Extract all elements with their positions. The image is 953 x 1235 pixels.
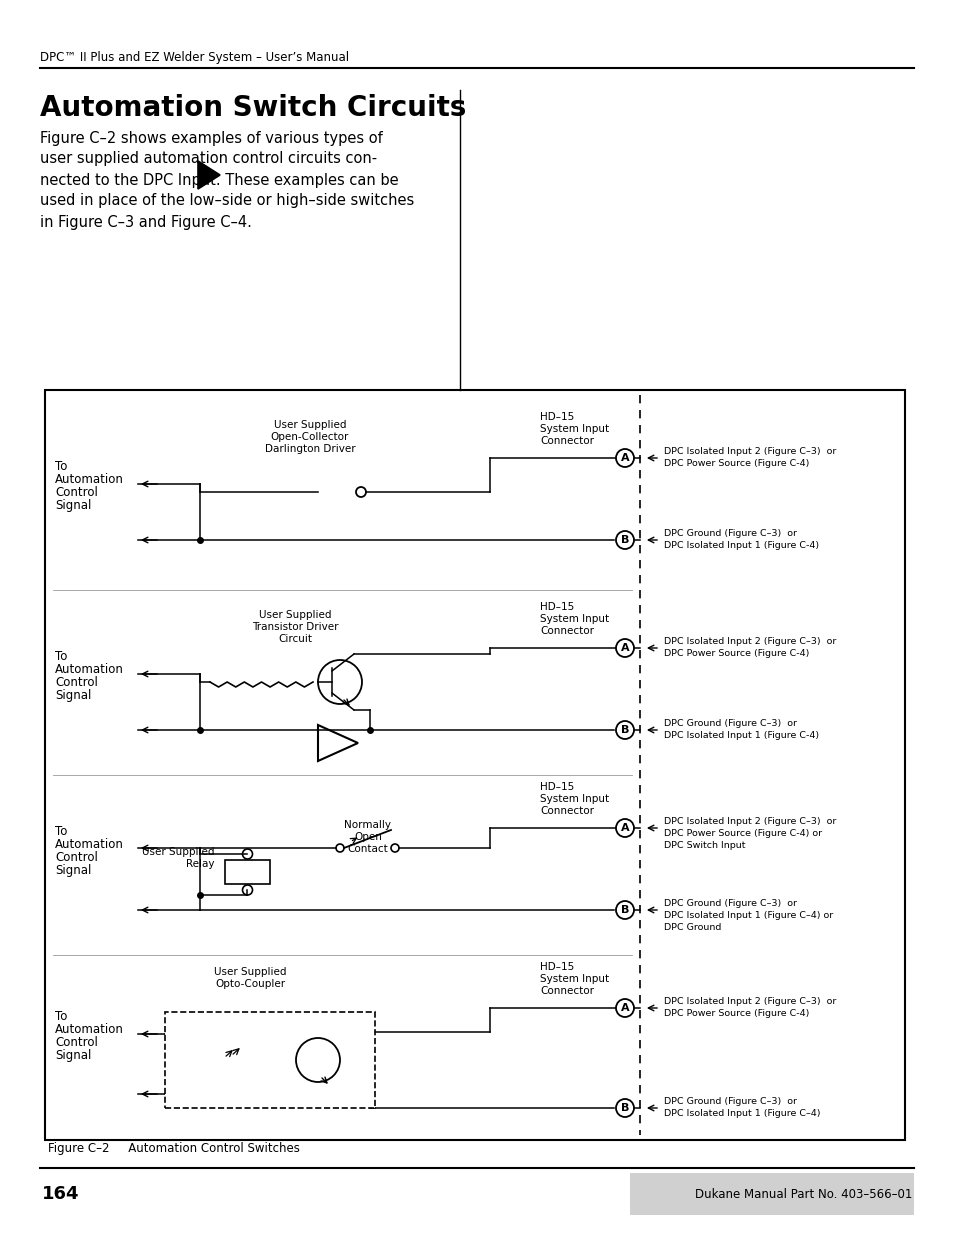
Text: To: To (55, 650, 68, 663)
Text: DPC Ground: DPC Ground (663, 923, 720, 932)
Circle shape (616, 902, 634, 919)
Text: DPC Isolated Input 1 (Figure C–4) or: DPC Isolated Input 1 (Figure C–4) or (663, 911, 832, 920)
Text: B: B (620, 725, 629, 735)
Text: DPC Isolated Input 2 (Figure C–3)  or: DPC Isolated Input 2 (Figure C–3) or (663, 447, 836, 456)
Text: DPC Power Source (Figure C-4): DPC Power Source (Figure C-4) (663, 459, 808, 468)
Text: To: To (55, 825, 68, 839)
Text: HD–15: HD–15 (539, 601, 574, 613)
Text: DPC Power Source (Figure C-4) or: DPC Power Source (Figure C-4) or (663, 829, 821, 839)
Circle shape (616, 1099, 634, 1116)
Bar (225, 860, 270, 884)
Text: DPC Ground (Figure C–3)  or: DPC Ground (Figure C–3) or (663, 529, 796, 538)
Text: A: A (620, 823, 629, 832)
Bar (629, 1173, 913, 1215)
Text: B: B (620, 535, 629, 545)
Text: HD–15: HD–15 (539, 962, 574, 972)
Text: Signal: Signal (55, 499, 91, 513)
Text: Open: Open (354, 832, 381, 842)
Text: Connector: Connector (539, 986, 594, 995)
Text: 164: 164 (42, 1186, 79, 1203)
Text: System Input: System Input (539, 424, 608, 433)
Text: User Supplied: User Supplied (142, 847, 214, 857)
Text: HD–15: HD–15 (539, 782, 574, 792)
Text: To: To (55, 1010, 68, 1023)
Text: A: A (620, 643, 629, 653)
Text: Connector: Connector (539, 626, 594, 636)
Text: DPC Ground (Figure C–3)  or: DPC Ground (Figure C–3) or (663, 1097, 796, 1107)
Text: Figure C–2     Automation Control Switches: Figure C–2 Automation Control Switches (48, 1142, 299, 1155)
Text: Control: Control (55, 676, 98, 689)
Polygon shape (198, 161, 220, 189)
Circle shape (616, 819, 634, 837)
Circle shape (616, 721, 634, 739)
Text: System Input: System Input (539, 794, 608, 804)
Bar (165, 1011, 375, 1108)
Text: used in place of the low–side or high–side switches: used in place of the low–side or high–si… (40, 194, 414, 209)
Text: Circuit: Circuit (277, 634, 312, 643)
Text: DPC Ground (Figure C–3)  or: DPC Ground (Figure C–3) or (663, 899, 796, 908)
Text: Automation: Automation (55, 839, 124, 851)
Text: user supplied automation control circuits con-: user supplied automation control circuit… (40, 152, 376, 167)
Text: Dukane Manual Part No. 403–566–01: Dukane Manual Part No. 403–566–01 (694, 1188, 911, 1200)
Text: Signal: Signal (55, 689, 91, 701)
Text: Signal: Signal (55, 1049, 91, 1062)
Text: A: A (620, 453, 629, 463)
Circle shape (616, 531, 634, 550)
Text: Control: Control (55, 1036, 98, 1049)
Text: DPC Power Source (Figure C-4): DPC Power Source (Figure C-4) (663, 650, 808, 658)
Text: Signal: Signal (55, 864, 91, 877)
Text: B: B (620, 905, 629, 915)
Text: Connector: Connector (539, 806, 594, 816)
Text: DPC Isolated Input 2 (Figure C–3)  or: DPC Isolated Input 2 (Figure C–3) or (663, 637, 836, 646)
Text: DPC Switch Input: DPC Switch Input (663, 841, 744, 850)
Text: Darlington Driver: Darlington Driver (264, 445, 355, 454)
Text: To: To (55, 459, 68, 473)
Text: Automation: Automation (55, 663, 124, 676)
Text: DPC Isolated Input 1 (Figure C-4): DPC Isolated Input 1 (Figure C-4) (663, 541, 819, 550)
Text: Contact: Contact (347, 844, 388, 853)
Text: nected to the DPC Input. These examples can be: nected to the DPC Input. These examples … (40, 173, 398, 188)
Text: Automation: Automation (55, 1023, 124, 1036)
Circle shape (616, 999, 634, 1016)
Text: Connector: Connector (539, 436, 594, 446)
Text: Normally: Normally (344, 820, 391, 830)
Text: Automation: Automation (55, 473, 124, 487)
Text: Opto-Coupler: Opto-Coupler (214, 979, 285, 989)
Text: DPC Ground (Figure C–3)  or: DPC Ground (Figure C–3) or (663, 719, 796, 727)
Text: DPC Power Source (Figure C-4): DPC Power Source (Figure C-4) (663, 1009, 808, 1018)
Text: B: B (620, 1103, 629, 1113)
Text: Relay: Relay (186, 860, 214, 869)
Text: System Input: System Input (539, 974, 608, 984)
Text: Figure C–2 shows examples of various types of: Figure C–2 shows examples of various typ… (40, 131, 382, 146)
Text: User Supplied: User Supplied (274, 420, 346, 430)
Text: DPC Isolated Input 2 (Figure C–3)  or: DPC Isolated Input 2 (Figure C–3) or (663, 997, 836, 1007)
Text: Open-Collector: Open-Collector (271, 432, 349, 442)
Text: DPC Isolated Input 2 (Figure C–3)  or: DPC Isolated Input 2 (Figure C–3) or (663, 818, 836, 826)
Text: DPC Isolated Input 1 (Figure C-4): DPC Isolated Input 1 (Figure C-4) (663, 731, 819, 740)
Text: DPC™ II Plus and EZ Welder System – User’s Manual: DPC™ II Plus and EZ Welder System – User… (40, 52, 349, 64)
Text: Transistor Driver: Transistor Driver (252, 622, 338, 632)
Text: Automation Switch Circuits: Automation Switch Circuits (40, 94, 466, 122)
Text: User Supplied: User Supplied (213, 967, 286, 977)
Circle shape (616, 638, 634, 657)
Text: Control: Control (55, 851, 98, 864)
Text: System Input: System Input (539, 614, 608, 624)
Text: in Figure C–3 and Figure C–4.: in Figure C–3 and Figure C–4. (40, 215, 252, 230)
Text: HD–15: HD–15 (539, 412, 574, 422)
Text: Control: Control (55, 487, 98, 499)
Bar (45, 390, 904, 1140)
Circle shape (616, 450, 634, 467)
Text: User Supplied: User Supplied (258, 610, 331, 620)
Text: A: A (620, 1003, 629, 1013)
Text: DPC Isolated Input 1 (Figure C–4): DPC Isolated Input 1 (Figure C–4) (663, 1109, 820, 1118)
